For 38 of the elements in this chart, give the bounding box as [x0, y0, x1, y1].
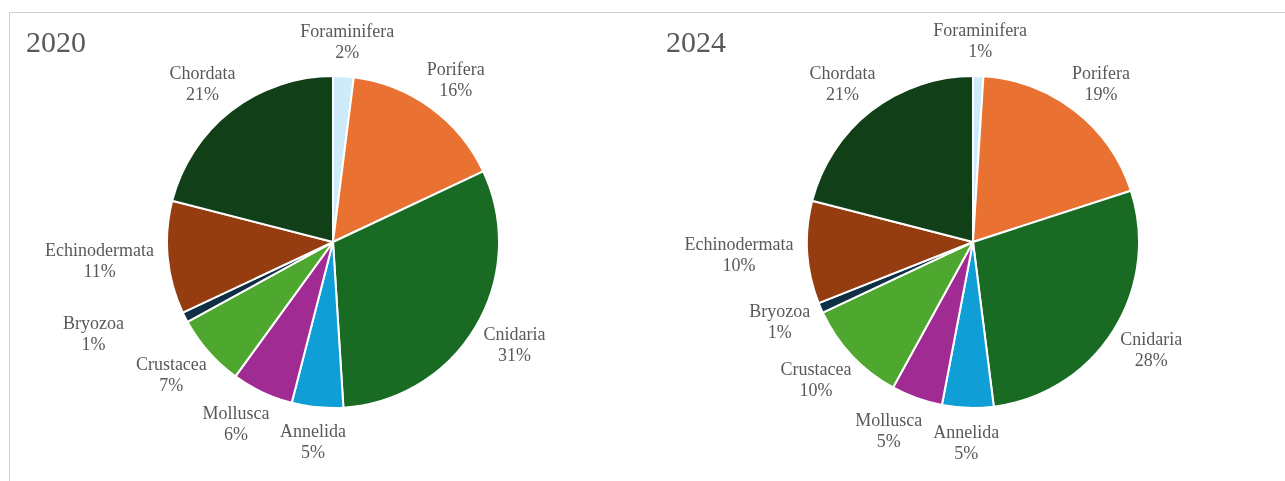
slice-label: Chordata [169, 62, 236, 83]
slice-label: Chordata [809, 62, 876, 83]
data-label: 7% [159, 375, 184, 396]
data-label: 16% [439, 79, 473, 100]
data-label: 11% [83, 261, 116, 282]
slice-label: Mollusca [202, 403, 270, 424]
slice-label: Echinodermata [45, 240, 155, 261]
data-label: 1% [767, 322, 792, 343]
slice-label: Mollusca [855, 410, 923, 431]
slice-label: Cnidaria [1120, 329, 1183, 350]
slice-label: Echinodermata [684, 234, 794, 254]
data-label: 19% [1084, 83, 1118, 104]
slice-label: Crustacea [780, 358, 852, 379]
data-label: 31% [498, 344, 532, 365]
slice-label: Porifera [426, 58, 485, 79]
slice-label: Foraminifera [300, 20, 395, 41]
data-label: 6% [224, 424, 249, 445]
data-label: 21% [825, 83, 859, 104]
data-label: 21% [185, 83, 219, 104]
data-label: 5% [300, 442, 325, 463]
slice-label: Bryozoa [749, 301, 811, 322]
data-label: 10% [799, 379, 833, 400]
slice-label: Foraminifera [933, 20, 1028, 41]
chart-title: 2020 [26, 25, 86, 58]
slice-label: Cnidaria [483, 323, 546, 344]
slice-label: Porifera [1072, 62, 1131, 83]
data-label: 28% [1134, 350, 1168, 371]
slice-label: Annelida [279, 421, 346, 442]
slice-label: Crustacea [135, 354, 207, 375]
data-label: 10% [722, 255, 756, 275]
data-label: 1% [968, 41, 993, 62]
data-label: 2% [335, 41, 360, 62]
data-label: 5% [876, 431, 901, 452]
slice-label: Bryozoa [62, 312, 124, 333]
slice-label: Annelida [933, 422, 1000, 443]
data-label: 1% [81, 333, 106, 354]
chart-title: 2024 [666, 25, 726, 58]
data-label: 5% [954, 443, 979, 464]
